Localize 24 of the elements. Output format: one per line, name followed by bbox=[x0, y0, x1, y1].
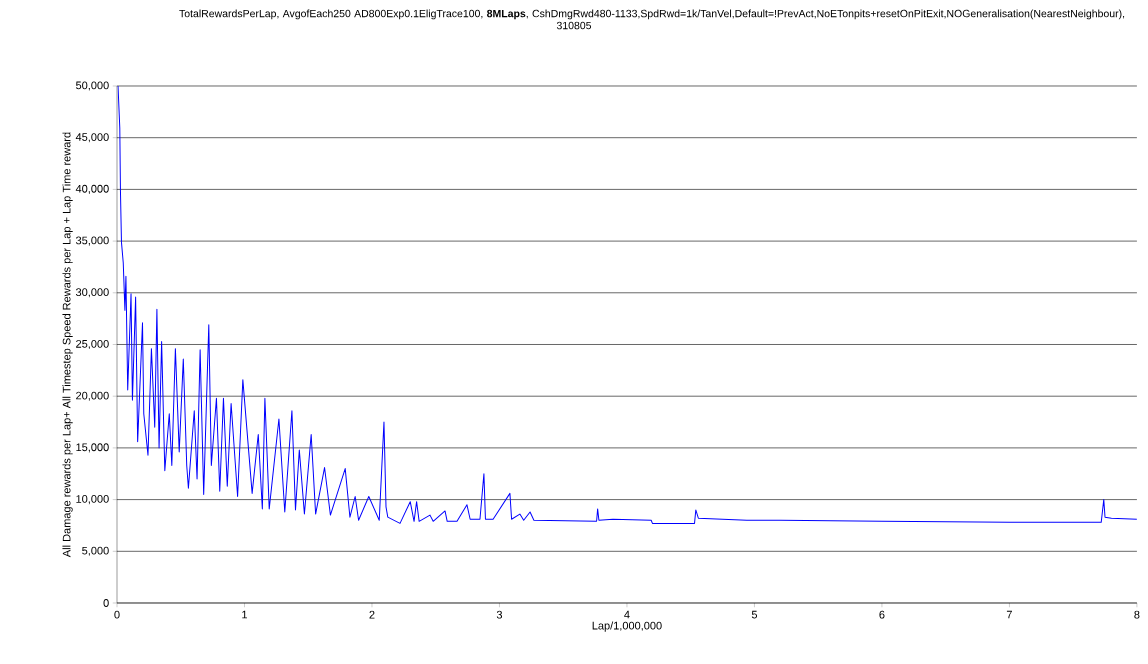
y-tick-label: 25,000 bbox=[76, 339, 109, 350]
x-tick-label: 6 bbox=[879, 610, 885, 619]
y-axis-title: All Damage rewards per Lap+ All Timestep Speed Rewards per Lap + Lap Time reward bbox=[62, 132, 73, 558]
x-tick-label: 1 bbox=[242, 610, 248, 619]
y-tick-label: 5,000 bbox=[82, 546, 109, 556]
x-tick-label: 7 bbox=[1006, 610, 1012, 619]
line-series bbox=[117, 86, 1137, 524]
chart-title: TotalRewardsPerLap, AvgofEach250 AD800Exp0.1EligTrace100, 8MLaps, CshDmgRwd480-1133,SpdRwd=1k/TanVel,Default=!PrevAct,NoETonpits+resetOnPitExit,NOGeneralisation(NearestNeighbour), 310805 bbox=[179, 9, 1125, 30]
y-tick-label: 20,000 bbox=[76, 391, 109, 401]
y-tick-label: 0 bbox=[103, 599, 109, 607]
x-tick-label: 0 bbox=[114, 610, 120, 619]
x-tick-label: 2 bbox=[369, 610, 375, 619]
y-tick-label: 40,000 bbox=[75, 184, 109, 194]
x-axis-title: Lap/1,000,000 bbox=[592, 621, 662, 632]
y-tick-label: 30,000 bbox=[75, 288, 109, 298]
x-tick-label: 5 bbox=[751, 610, 758, 619]
x-tick-label: 3 bbox=[496, 610, 503, 619]
x-tick-label: 8 bbox=[1134, 610, 1140, 619]
x-tick-label: 4 bbox=[624, 610, 630, 619]
y-tick-label: 15,000 bbox=[76, 443, 109, 453]
y-tick-label: 50,000 bbox=[75, 81, 109, 91]
y-tick-label: 35,000 bbox=[75, 236, 109, 246]
y-tick-label: 10,000 bbox=[76, 495, 109, 505]
y-tick-label: 45,000 bbox=[75, 133, 109, 143]
